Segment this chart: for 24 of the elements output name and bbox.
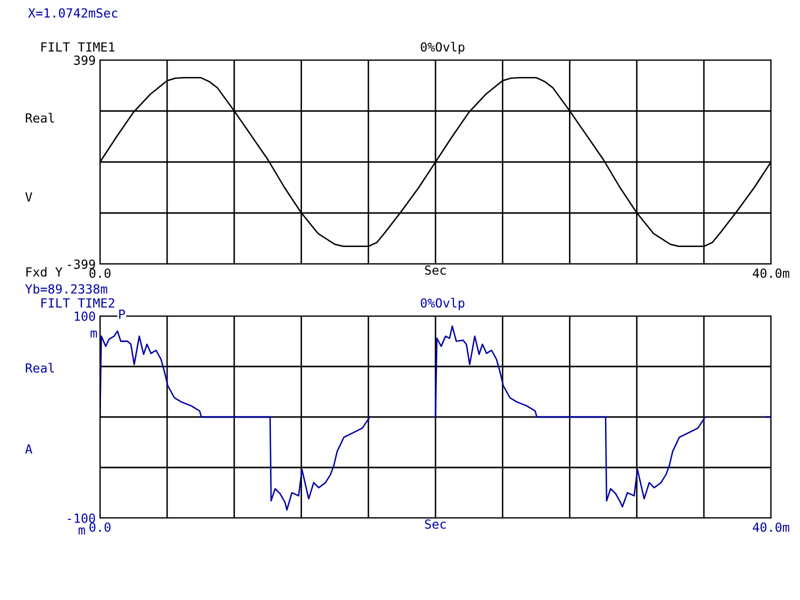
x-tick-label: 40.0m: [752, 268, 790, 278]
text: V: [25, 192, 32, 202]
y-tick-label: -100: [68, 514, 96, 523]
y-tick-label: 100: [74, 312, 96, 321]
y-tick-label: 399: [74, 56, 95, 65]
chart-subtitle: 0%Ovlp: [420, 42, 464, 54]
text: Fxd Y: [26, 266, 62, 277]
x-tick-label: 40.0m: [752, 522, 790, 532]
y-tick-label: -399: [68, 260, 95, 269]
text: Yb=89.2338m: [25, 284, 108, 294]
text: A: [25, 444, 32, 454]
x-axis-title: Sec: [425, 265, 446, 275]
text: m: [90, 330, 97, 338]
text: m: [78, 527, 85, 534]
x-tick-label: 0.0: [90, 522, 110, 532]
chart-title: FILT TIME2: [41, 298, 114, 308]
x-tick-label: 0.0: [90, 268, 110, 278]
chart-title: FILT TIME1: [41, 42, 114, 52]
annotation: P: [119, 310, 125, 319]
chart-subtitle: 0%Ovlp: [420, 298, 464, 310]
text: X=1.0742mSec: [28, 8, 118, 18]
text: Real: [26, 112, 54, 123]
text: Real: [26, 362, 54, 373]
x-axis-title: Sec: [425, 519, 446, 529]
